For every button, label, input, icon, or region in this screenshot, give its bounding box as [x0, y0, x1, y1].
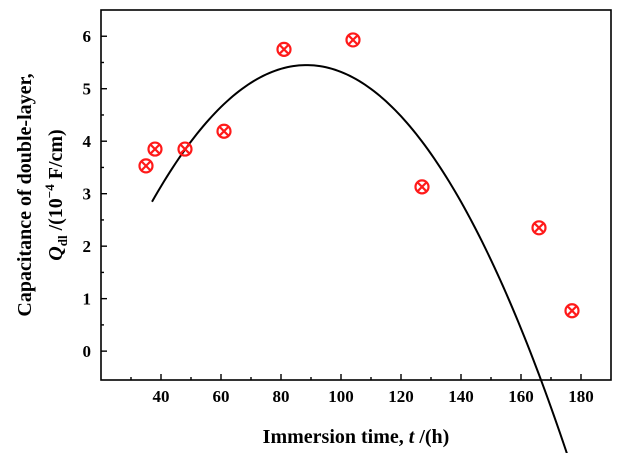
y-axis-ticks: 0 1 2 3 4 5 6 [83, 27, 107, 361]
data-point [564, 303, 580, 319]
data-point [276, 41, 292, 57]
data-points [138, 32, 580, 319]
data-point [531, 220, 547, 236]
y-tick-label: 6 [83, 27, 92, 46]
y-tick-label: 0 [83, 342, 92, 361]
plot-frame [100, 9, 612, 381]
x-tick-label: 140 [448, 387, 474, 406]
y-axis-title-line2: Qdl /(10−4 F/cm) [42, 129, 70, 260]
x-tick-label: 80 [273, 387, 290, 406]
x-tick-label: 40 [153, 387, 170, 406]
data-point [138, 158, 154, 174]
data-point [414, 179, 430, 195]
x-tick-label: 100 [328, 387, 354, 406]
data-point [345, 32, 361, 48]
x-tick-label: 120 [388, 387, 414, 406]
y-tick-label: 3 [83, 185, 92, 204]
x-axis-symbol: t [409, 426, 416, 448]
data-point [216, 123, 232, 139]
data-point [147, 141, 163, 157]
y-tick-label: 2 [83, 237, 92, 256]
data-point [177, 141, 193, 157]
y-tick-label: 5 [83, 80, 92, 99]
x-tick-label: 60 [213, 387, 230, 406]
x-tick-label: 160 [508, 387, 534, 406]
y-axis-title-line1: Capacitance of double-layer, [14, 73, 36, 316]
fit-curve [151, 64, 568, 453]
y-tick-label: 1 [83, 290, 92, 309]
x-axis-title: Immersion time, t /(h) [263, 426, 450, 448]
x-axis-ticks: 40 60 80 100 120 140 160 180 [130, 374, 594, 406]
x-tick-label: 180 [568, 387, 594, 406]
y-tick-label: 4 [83, 132, 92, 151]
